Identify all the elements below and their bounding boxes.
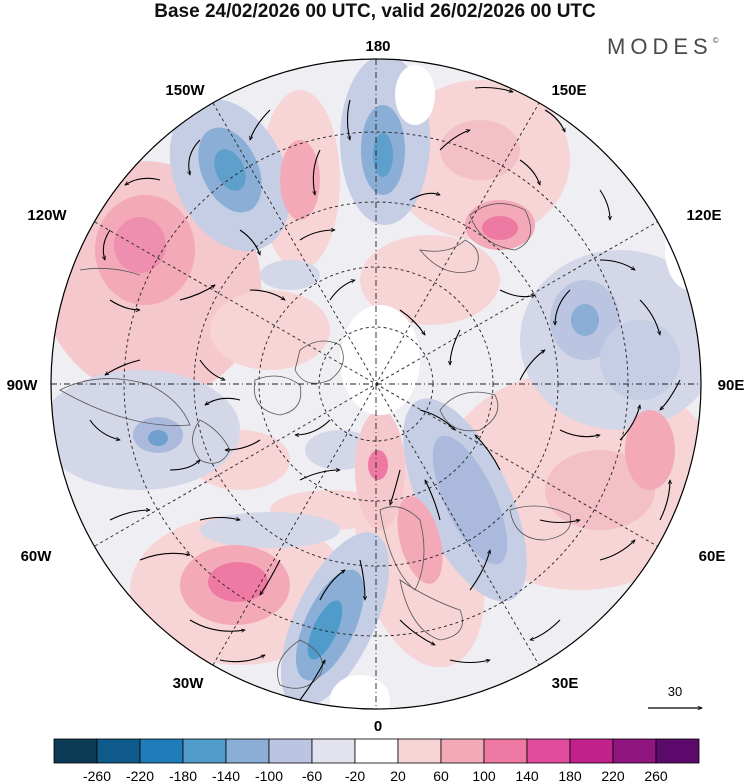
lon-60e: 60E — [699, 548, 726, 565]
brand-name: MODES — [607, 34, 713, 59]
colorbar-segment — [139, 738, 184, 764]
colorbar-tick-label: -180 — [169, 768, 197, 783]
lon-30w: 30W — [173, 675, 205, 692]
colorbar-tick-label: -100 — [255, 768, 283, 783]
colorbar-tick-label: 180 — [558, 768, 582, 783]
copyright-mark: © — [712, 36, 719, 45]
anomaly-field — [51, 59, 701, 709]
colorbar-segment — [225, 738, 270, 764]
colorbar-segment — [268, 738, 313, 764]
map-boundary — [50, 58, 702, 710]
lon-180: 180 — [365, 38, 390, 55]
longitude-labels: 180 150W 150E 120W 120E 90W 90E 60W 60E … — [7, 38, 745, 735]
graticule — [51, 59, 701, 709]
reference-vector: 30 — [648, 684, 702, 708]
colorbar-segment — [440, 738, 485, 764]
lon-30e: 30E — [552, 675, 579, 692]
colorbar-ticks: -260 -220 -180 -140 -100 -60 -20 20 60 100 140 180 2… — [83, 768, 668, 783]
colorbar-tick-label: -220 — [126, 768, 154, 783]
colorbar-segment — [569, 738, 614, 764]
lon-90e: 90E — [718, 377, 745, 394]
modes-logo: MODES© — [607, 34, 719, 60]
colorbar-segment — [182, 738, 227, 764]
lon-150w: 150W — [165, 82, 205, 99]
colorbar-tick-label: 20 — [390, 768, 406, 783]
colorbar-segment — [483, 738, 528, 764]
lon-90w: 90W — [7, 377, 39, 394]
colorbar-segment — [96, 738, 141, 764]
colorbar-tick-label: -20 — [345, 768, 365, 783]
lon-0: 0 — [374, 718, 382, 735]
colorbar — [53, 738, 700, 764]
colorbar-tick-label: 60 — [433, 768, 449, 783]
colorbar-tick-label: -260 — [83, 768, 111, 783]
colorbar-tick-label: -60 — [302, 768, 322, 783]
colorbar-tick-label: 260 — [644, 768, 668, 783]
colorbar-tick-label: 100 — [472, 768, 496, 783]
coastlines — [59, 203, 572, 689]
lon-120e: 120E — [686, 207, 721, 224]
lon-120w: 120W — [27, 207, 67, 224]
lon-60w: 60W — [21, 548, 53, 565]
colorbar-segment — [354, 738, 399, 764]
reference-vector-label: 30 — [668, 684, 682, 699]
colorbar-segment — [526, 738, 571, 764]
colorbar-segment — [655, 738, 700, 764]
lon-150e: 150E — [551, 82, 586, 99]
colorbar-segment — [53, 738, 98, 764]
map-title: Base 24/02/2026 00 UTC, valid 26/02/2026… — [154, 1, 596, 22]
colorbar-segment — [612, 738, 657, 764]
colorbar-tick-label: 140 — [515, 768, 539, 783]
colorbar-segment — [311, 738, 356, 764]
colorbar-segment — [397, 738, 442, 764]
wind-vectors — [89, 86, 681, 701]
colorbar-tick-label: -140 — [212, 768, 240, 783]
colorbar-tick-label: 220 — [601, 768, 625, 783]
